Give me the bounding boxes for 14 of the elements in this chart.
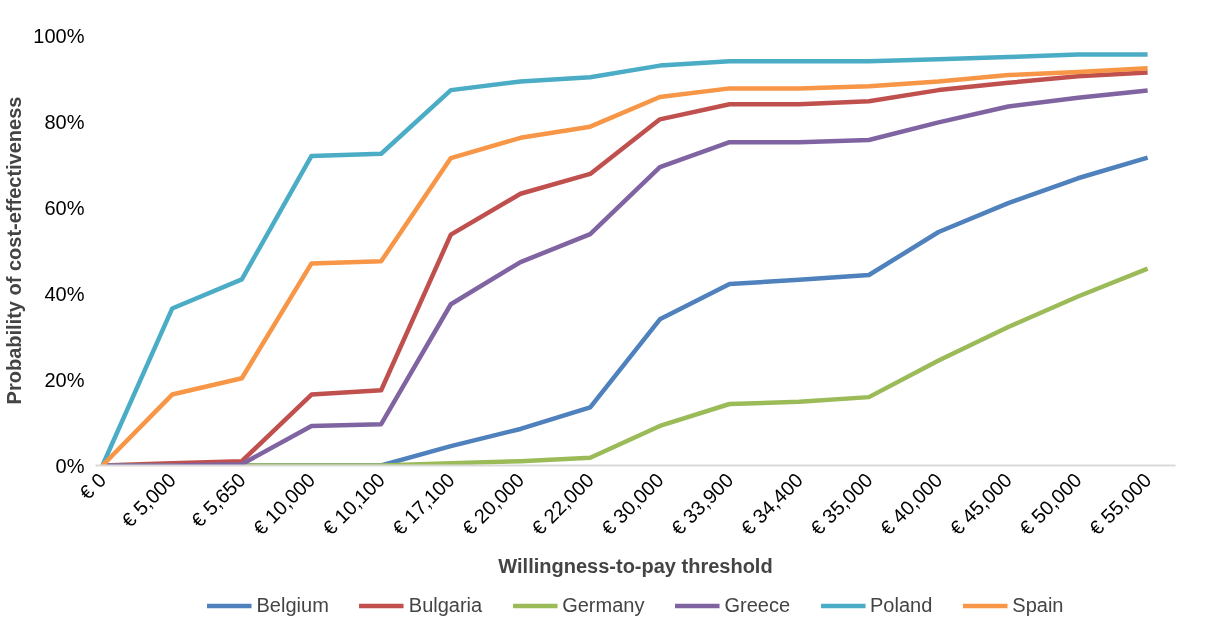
- x-axis-title: Willingness-to-pay threshold: [498, 555, 773, 578]
- y-tick-label: 60%: [44, 196, 85, 219]
- legend-label: Spain: [1012, 593, 1064, 617]
- y-axis-title: Probability of cost-effectiveness: [3, 96, 26, 405]
- y-tick-label: 40%: [44, 282, 85, 305]
- legend-label: Germany: [562, 593, 645, 617]
- legend-label: Belgium: [256, 593, 329, 617]
- legend-label: Poland: [870, 593, 933, 617]
- y-tick-label: 0%: [55, 454, 85, 477]
- y-tick-label: 100%: [33, 24, 85, 47]
- y-tick-label: 80%: [44, 110, 85, 133]
- y-tick-label: 20%: [44, 368, 85, 391]
- legend-label: Bulgaria: [408, 593, 483, 617]
- legend-label: Greece: [724, 593, 791, 617]
